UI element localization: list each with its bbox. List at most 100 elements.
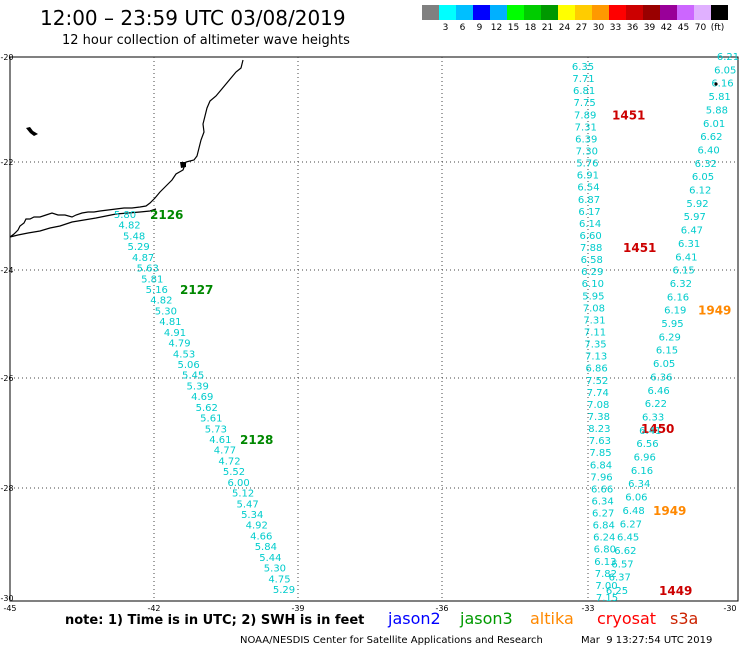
- pass-time-label: 2127: [180, 283, 213, 297]
- wave-height-value: 4.79: [168, 339, 190, 350]
- wave-height-value: 4.61: [209, 435, 231, 446]
- legend-label: (ft): [710, 23, 725, 33]
- legend-swatch: [609, 5, 626, 20]
- legend-label: 9: [476, 23, 483, 33]
- wave-height-value: 5.81: [709, 92, 731, 103]
- grid-lines: [10, 57, 738, 601]
- wave-height-value: 7.15: [596, 593, 618, 604]
- wave-height-value: 6.05: [653, 359, 675, 370]
- wave-height-value: 5.81: [141, 274, 163, 285]
- wave-height-value: 6.12: [689, 186, 711, 197]
- wave-height-value: 7.38: [588, 412, 610, 423]
- wave-height-value: 6.37: [609, 573, 631, 584]
- wave-height-value: 6.54: [577, 183, 599, 194]
- map-frame: [9, 56, 739, 602]
- pass-time-label: 1949: [698, 304, 731, 318]
- wave-height-value: 6.36: [650, 372, 672, 383]
- wave-height-value: 6.01: [703, 119, 725, 130]
- legend-swatch: [677, 5, 694, 20]
- wave-height-value: 5.63: [137, 264, 159, 275]
- legend-swatch: [422, 5, 439, 20]
- wave-height-value: 6.22: [645, 399, 667, 410]
- wave-height-value: 8.23: [588, 424, 610, 435]
- wave-height-value: 5.84: [255, 542, 277, 553]
- wave-height-value: 4.82: [118, 221, 140, 232]
- wave-height-value: 7.74: [587, 388, 609, 399]
- wave-height-value: 6.46: [647, 386, 669, 397]
- satellite-name-cryosat: cryosat: [597, 609, 657, 628]
- wave-height-value: 5.44: [259, 553, 281, 564]
- wave-height-value: 7.63: [589, 436, 611, 447]
- wave-height-value: 4.69: [191, 392, 213, 403]
- y-tick-label: -28: [0, 484, 13, 493]
- satellite-name-s3a: s3a: [670, 609, 699, 628]
- wave-height-value: 6.25: [606, 586, 628, 597]
- y-tick-label: -30: [0, 594, 13, 603]
- legend-label: 12: [490, 23, 503, 33]
- wave-height-value: 5.06: [177, 360, 199, 371]
- pass-time-label: 1449: [659, 584, 692, 598]
- legend-label: 42: [660, 23, 673, 33]
- wave-height-value: 6.87: [578, 195, 600, 206]
- wave-height-value: 7.30: [576, 146, 598, 157]
- wave-height-value: 5.92: [686, 199, 708, 210]
- wave-height-value: 6.48: [623, 506, 645, 517]
- legend-swatch: [575, 5, 592, 20]
- wave-height-value: 6.32: [695, 159, 717, 170]
- wave-height-value: 6.39: [575, 134, 597, 145]
- wave-height-value: 5.88: [706, 105, 728, 116]
- wave-height-value: 6.16: [711, 79, 733, 90]
- wave-height-value: 6.15: [672, 266, 694, 277]
- pass-time-label: 1451: [612, 108, 645, 122]
- footnote: note: 1) Time is in UTC; 2) SWH is in fe…: [65, 613, 365, 628]
- wave-height-value: 6.40: [697, 145, 719, 156]
- wave-height-value: 6.05: [692, 172, 714, 183]
- wave-height-value: 5.80: [114, 210, 136, 221]
- wave-height-value: 5.29: [273, 585, 295, 596]
- wave-height-value: 6.13: [594, 557, 616, 568]
- wave-height-value: 4.87: [132, 253, 154, 264]
- x-tick-label: -39: [291, 604, 304, 613]
- wave-height-value: 5.29: [127, 242, 149, 253]
- legend-label: 30: [592, 23, 605, 33]
- wave-height-value: 6.34: [592, 496, 614, 507]
- legend-swatch: [490, 5, 507, 20]
- legend-swatch: [558, 5, 575, 20]
- wave-height-value: 6.62: [614, 546, 636, 557]
- wave-height-value: 6.45: [617, 533, 639, 544]
- wave-height-value: 4.81: [159, 317, 181, 328]
- legend-swatch: [524, 5, 541, 20]
- wave-height-value: 5.95: [582, 291, 604, 302]
- wave-height-value: 7.85: [589, 448, 611, 459]
- wave-height-value: 5.62: [196, 403, 218, 414]
- x-tick-label: -33: [581, 604, 594, 613]
- wave-height-value: 6.60: [580, 231, 602, 242]
- track-marker-dot: [714, 82, 718, 86]
- wave-height-value: 6.32: [670, 279, 692, 290]
- wave-height-value: 6.00: [227, 478, 249, 489]
- wave-height-value: 4.91: [164, 328, 186, 339]
- y-tick-label: -26: [0, 374, 13, 383]
- legend-label: 45: [677, 23, 690, 33]
- legend-swatch: [711, 5, 728, 20]
- wave-height-value: 6.33: [642, 412, 664, 423]
- satellite-name-altika: altika: [530, 609, 574, 628]
- wave-height-value: 6.27: [592, 509, 614, 520]
- satellite-name-jason2: jason2: [388, 609, 441, 628]
- legend-label: 27: [575, 23, 588, 33]
- y-tick-label: -24: [0, 266, 13, 275]
- wave-height-value: 6.21: [717, 52, 739, 63]
- wave-height-value: 7.88: [580, 243, 602, 254]
- legend-label: 70: [694, 23, 707, 33]
- wave-height-value: 6.62: [700, 132, 722, 143]
- wave-height-value: 5.30: [155, 306, 177, 317]
- wave-height-value: 6.56: [636, 439, 658, 450]
- pass-time-label: 1949: [653, 504, 686, 518]
- wave-height-value: 6.29: [581, 267, 603, 278]
- legend-swatch: [643, 5, 660, 20]
- legend-swatch: [473, 5, 490, 20]
- pass-time-label: 1451: [623, 241, 656, 255]
- wave-height-value: 5.76: [576, 159, 598, 170]
- legend-label: 39: [643, 23, 656, 33]
- wave-height-value: 7.89: [574, 110, 596, 121]
